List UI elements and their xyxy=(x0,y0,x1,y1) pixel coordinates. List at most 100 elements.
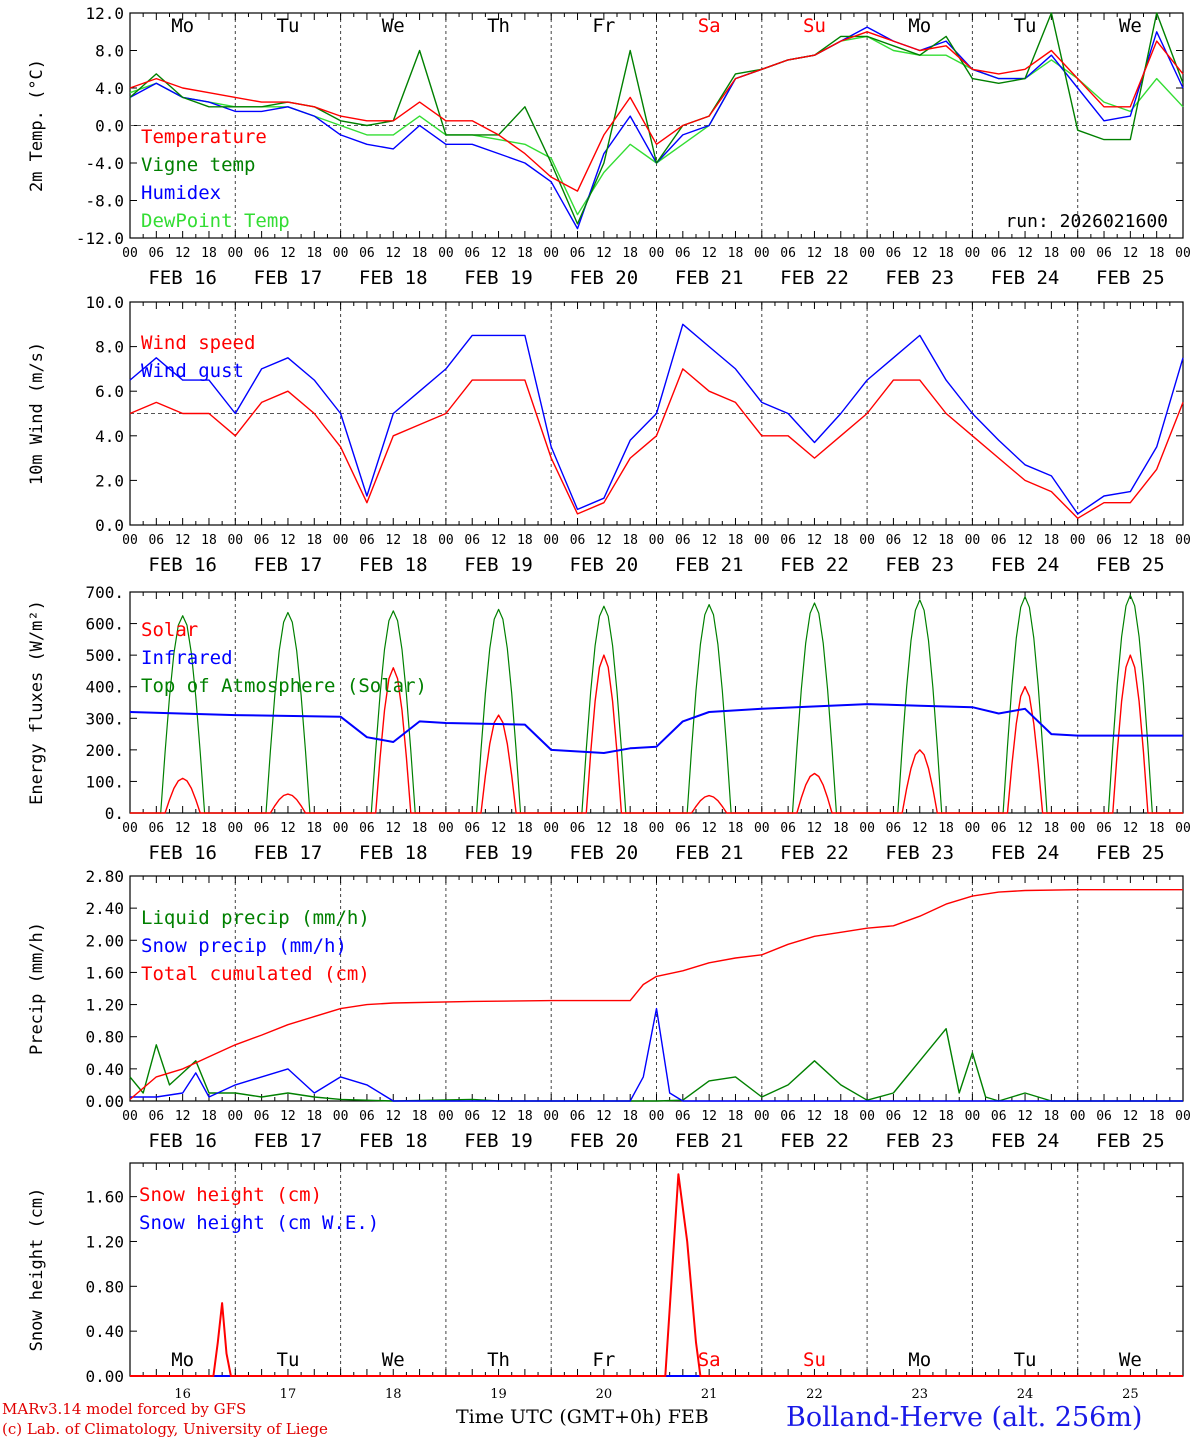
hour-tick-label: 06 xyxy=(1096,821,1112,836)
hour-tick-label: 18 xyxy=(412,821,428,836)
y-tick-label: 0.40 xyxy=(85,1060,124,1079)
panel-1 xyxy=(129,12,1184,239)
hour-tick-label: 12 xyxy=(1123,533,1139,548)
date-label: FEB 23 xyxy=(885,1130,954,1152)
hour-tick-label: 00 xyxy=(859,533,875,548)
hour-tick-label: 00 xyxy=(1070,1109,1086,1124)
panel-2 xyxy=(129,301,1184,526)
y-tick-label: 300. xyxy=(85,709,124,728)
hour-tick-label: 00 xyxy=(754,246,770,261)
date-label: FEB 21 xyxy=(675,1130,744,1152)
hour-tick-label: 18 xyxy=(306,533,322,548)
hour-tick-label: 06 xyxy=(570,533,586,548)
hour-tick-label: 06 xyxy=(148,533,164,548)
weekday-label: Mo xyxy=(171,15,194,37)
day-number-label: 16 xyxy=(174,1387,191,1402)
y-axis-label: 10m Wind (m/s) xyxy=(27,342,47,485)
hour-tick-label: 00 xyxy=(543,533,559,548)
weekday-label: Su xyxy=(803,1349,826,1371)
hour-tick-label: 00 xyxy=(1070,821,1086,836)
y-tick-label: -8.0 xyxy=(85,192,124,211)
y-axis-label: 2m Temp. (°C) xyxy=(27,59,47,192)
legend-entry: Top of Atmosphere (Solar) xyxy=(141,675,427,697)
hour-tick-label: 00 xyxy=(859,246,875,261)
hour-tick-label: 06 xyxy=(359,821,375,836)
date-label: FEB 21 xyxy=(675,842,744,864)
hour-tick-label: 00 xyxy=(1175,1109,1191,1124)
x-axis-title: Time UTC (GMT+0h) FEB xyxy=(456,1406,709,1428)
hour-tick-label: 12 xyxy=(385,821,401,836)
date-label: FEB 19 xyxy=(464,554,533,576)
date-label: FEB 17 xyxy=(254,1130,323,1152)
hour-tick-label: 06 xyxy=(148,246,164,261)
weekday-label: Fr xyxy=(592,15,615,37)
hour-tick-label: 00 xyxy=(1175,533,1191,548)
date-label: FEB 22 xyxy=(780,267,849,289)
date-label: FEB 19 xyxy=(464,1130,533,1152)
y-tick-label: 4.0 xyxy=(95,427,124,446)
hour-tick-label: 12 xyxy=(807,1109,823,1124)
date-label: FEB 22 xyxy=(780,1130,849,1152)
hour-tick-label: 00 xyxy=(859,821,875,836)
hour-tick-label: 06 xyxy=(148,1109,164,1124)
run-label: run: 2026021600 xyxy=(1005,211,1168,232)
hour-tick-label: 06 xyxy=(570,821,586,836)
hour-tick-label: 00 xyxy=(122,1109,138,1124)
hour-tick-label: 12 xyxy=(385,533,401,548)
weekday-label: Tu xyxy=(1014,1349,1037,1371)
y-tick-label: 0.80 xyxy=(85,1028,124,1047)
legend-entry: Humidex xyxy=(141,182,221,204)
hour-tick-label: 12 xyxy=(491,821,507,836)
hour-tick-label: 06 xyxy=(991,246,1007,261)
hour-tick-label: 18 xyxy=(306,246,322,261)
hour-tick-label: 06 xyxy=(464,246,480,261)
hour-tick-label: 18 xyxy=(412,1109,428,1124)
hour-tick-label: 12 xyxy=(701,1109,717,1124)
date-label: FEB 25 xyxy=(1096,267,1165,289)
hour-tick-label: 18 xyxy=(938,533,954,548)
hour-tick-label: 00 xyxy=(438,821,454,836)
hour-tick-label: 06 xyxy=(359,533,375,548)
hour-tick-label: 18 xyxy=(938,246,954,261)
series-line-snow-height-cm- xyxy=(130,1173,1183,1377)
series-line-total-cumulated-cm- xyxy=(129,889,1183,1100)
hour-tick-label: 06 xyxy=(1096,246,1112,261)
hour-tick-label: 12 xyxy=(1017,821,1033,836)
y-tick-label: 1.20 xyxy=(85,996,124,1015)
hour-tick-label: 12 xyxy=(280,821,296,836)
hour-tick-label: 12 xyxy=(912,821,928,836)
y-tick-label: 2.00 xyxy=(85,931,124,950)
hour-tick-label: 06 xyxy=(254,821,270,836)
legend-entry: Wind speed xyxy=(141,332,255,354)
hour-tick-label: 06 xyxy=(254,533,270,548)
weekday-label: Th xyxy=(487,15,510,37)
hour-tick-label: 18 xyxy=(1149,246,1165,261)
y-tick-label: 0.00 xyxy=(85,1367,124,1386)
day-number-label: 24 xyxy=(1017,1387,1034,1402)
date-label: FEB 19 xyxy=(464,267,533,289)
hour-tick-label: 00 xyxy=(649,821,665,836)
weekday-label: Fr xyxy=(592,1349,615,1371)
hour-tick-label: 06 xyxy=(991,533,1007,548)
hour-tick-label: 12 xyxy=(175,821,191,836)
date-label: FEB 18 xyxy=(359,267,428,289)
hour-tick-label: 18 xyxy=(728,533,744,548)
date-label: FEB 23 xyxy=(885,267,954,289)
y-axis-label: Snow height (cm) xyxy=(27,1188,47,1352)
legend-entry: Vigne temp xyxy=(141,154,255,176)
weekday-label: Tu xyxy=(277,1349,300,1371)
hour-tick-label: 06 xyxy=(780,533,796,548)
date-label: FEB 17 xyxy=(254,267,323,289)
hour-tick-label: 18 xyxy=(517,1109,533,1124)
y-tick-label: 10.0 xyxy=(85,293,124,312)
hour-tick-label: 18 xyxy=(622,533,638,548)
hour-tick-label: 12 xyxy=(1123,821,1139,836)
hour-tick-label: 06 xyxy=(780,1109,796,1124)
hour-tick-label: 18 xyxy=(938,821,954,836)
hour-tick-label: 00 xyxy=(965,246,981,261)
weekday-label: Mo xyxy=(908,15,931,37)
y-tick-label: 0.0 xyxy=(95,117,124,136)
hour-tick-label: 06 xyxy=(991,821,1007,836)
date-label: FEB 16 xyxy=(148,842,217,864)
